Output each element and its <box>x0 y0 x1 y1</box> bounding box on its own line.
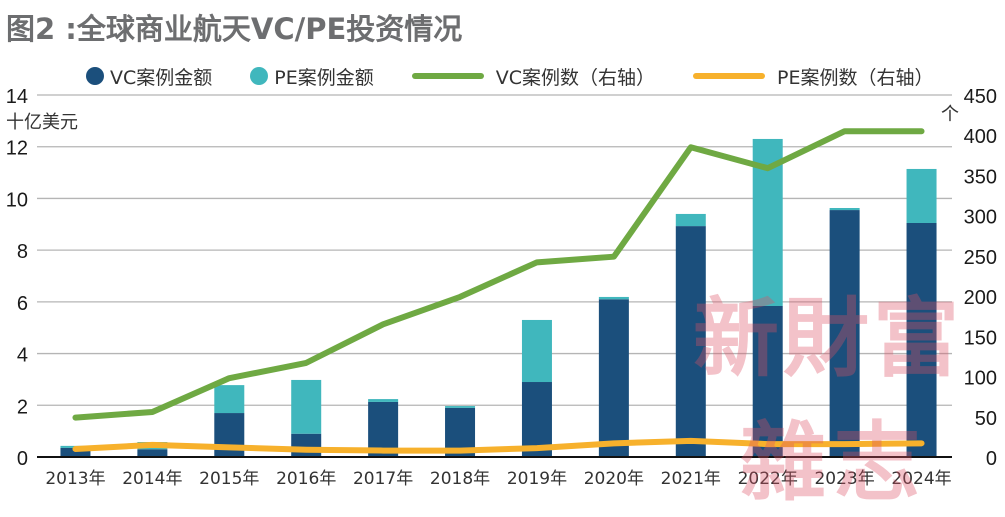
x-tick-label: 2022年 <box>738 469 798 489</box>
y2-tick-label: 100 <box>964 368 997 390</box>
x-tick-label: 2020年 <box>584 469 644 489</box>
bar-vc-amount <box>137 449 168 457</box>
y2-tick-label: 250 <box>964 247 997 269</box>
x-tick-label: 2015年 <box>199 469 259 489</box>
legend-label-vc-count: VC案例数（右轴） <box>495 66 655 89</box>
x-tick-label: 2016年 <box>276 469 336 489</box>
bar-pe-amount <box>291 379 322 434</box>
y-tick-label: 14 <box>6 86 28 108</box>
bar-vc-amount <box>906 222 937 457</box>
chart-plot: 0 2 4 6 8 10 12 14 0 50 100 150 200 250 300 350 400 450 20… <box>6 86 997 489</box>
legend-label-pe-count: PE案例数（右轴） <box>777 66 934 89</box>
bar-pe-amount <box>445 406 476 408</box>
bar-vc-amount <box>829 210 860 457</box>
axes: 0 2 4 6 8 10 12 14 0 50 100 150 200 250 300 350 400 450 20… <box>6 86 997 489</box>
y-axis-unit-label: 十亿美元 <box>6 112 78 133</box>
y2-tick-label: 400 <box>964 126 997 148</box>
x-tick-label: 2023年 <box>814 469 874 489</box>
bars <box>60 138 937 457</box>
bar-vc-amount <box>291 433 322 457</box>
legend-item-vc-amount: VC案例金额 <box>86 63 212 90</box>
y2-tick-label: 450 <box>964 86 997 108</box>
x-tick-label: 2014年 <box>122 469 182 489</box>
bar-pe-amount <box>521 319 552 383</box>
y2-tick-label: 350 <box>964 166 997 188</box>
y2-axis-unit-label: 个 <box>941 104 959 125</box>
bar-pe-amount <box>598 296 629 300</box>
x-tick-label: 2018年 <box>430 469 490 489</box>
y-tick-label: 10 <box>6 189 28 211</box>
gridlines <box>37 94 952 406</box>
legend-swatch-vc-count <box>411 73 484 79</box>
bar-vc-amount <box>675 226 706 457</box>
bar-pe-amount <box>829 207 860 211</box>
y-tick-label: 8 <box>17 241 28 263</box>
lines <box>72 128 925 454</box>
bar-vc-amount <box>752 305 783 457</box>
bar-pe-amount <box>368 399 399 402</box>
y2-tick-label: 0 <box>986 448 997 470</box>
chart-title: 图2 :全球商业航天VC/PE投资情况 <box>6 12 463 46</box>
y-tick-label: 2 <box>17 396 28 418</box>
bar-pe-amount <box>675 213 706 227</box>
y2-tick-label: 50 <box>975 408 997 430</box>
y-tick-label: 6 <box>17 293 28 315</box>
line-pe-count <box>72 437 925 454</box>
bar-pe-amount <box>906 168 937 223</box>
y-tick-label: 0 <box>17 448 28 470</box>
bar-vc-amount <box>60 447 91 457</box>
x-tick-label: 2021年 <box>661 469 721 489</box>
y2-tick-label: 150 <box>964 327 997 349</box>
legend-swatch-pe-count <box>693 73 765 79</box>
x-tick-label: 2017年 <box>353 469 413 489</box>
legend-label-pe-amount: PE案例金额 <box>274 66 374 89</box>
x-tick-label: 2024年 <box>891 469 951 489</box>
legend: VC案例金额 PE案例金额 VC案例数（右轴） PE案例数（右轴） <box>86 62 933 90</box>
legend-label-vc-amount: VC案例金额 <box>110 66 213 89</box>
legend-item-pe-count: PE案例数（右轴） <box>693 63 933 90</box>
y2-tick-label: 300 <box>964 207 997 229</box>
line-vc-count <box>72 128 925 421</box>
x-tick-label: 2019年 <box>507 469 567 489</box>
bar-vc-amount <box>521 382 552 457</box>
legend-swatch-pe-amount <box>250 67 269 85</box>
bar-vc-amount <box>598 299 629 457</box>
y2-tick-label: 200 <box>964 287 997 309</box>
legend-item-pe-amount: PE案例金额 <box>250 63 374 90</box>
y-tick-label: 12 <box>6 138 28 160</box>
y-tick-label: 4 <box>17 345 28 367</box>
bar-pe-amount <box>214 385 245 414</box>
legend-item-vc-count: VC案例数（右轴） <box>411 63 655 90</box>
x-tick-label: 2013年 <box>45 469 105 489</box>
legend-swatch-vc-amount <box>86 67 104 85</box>
